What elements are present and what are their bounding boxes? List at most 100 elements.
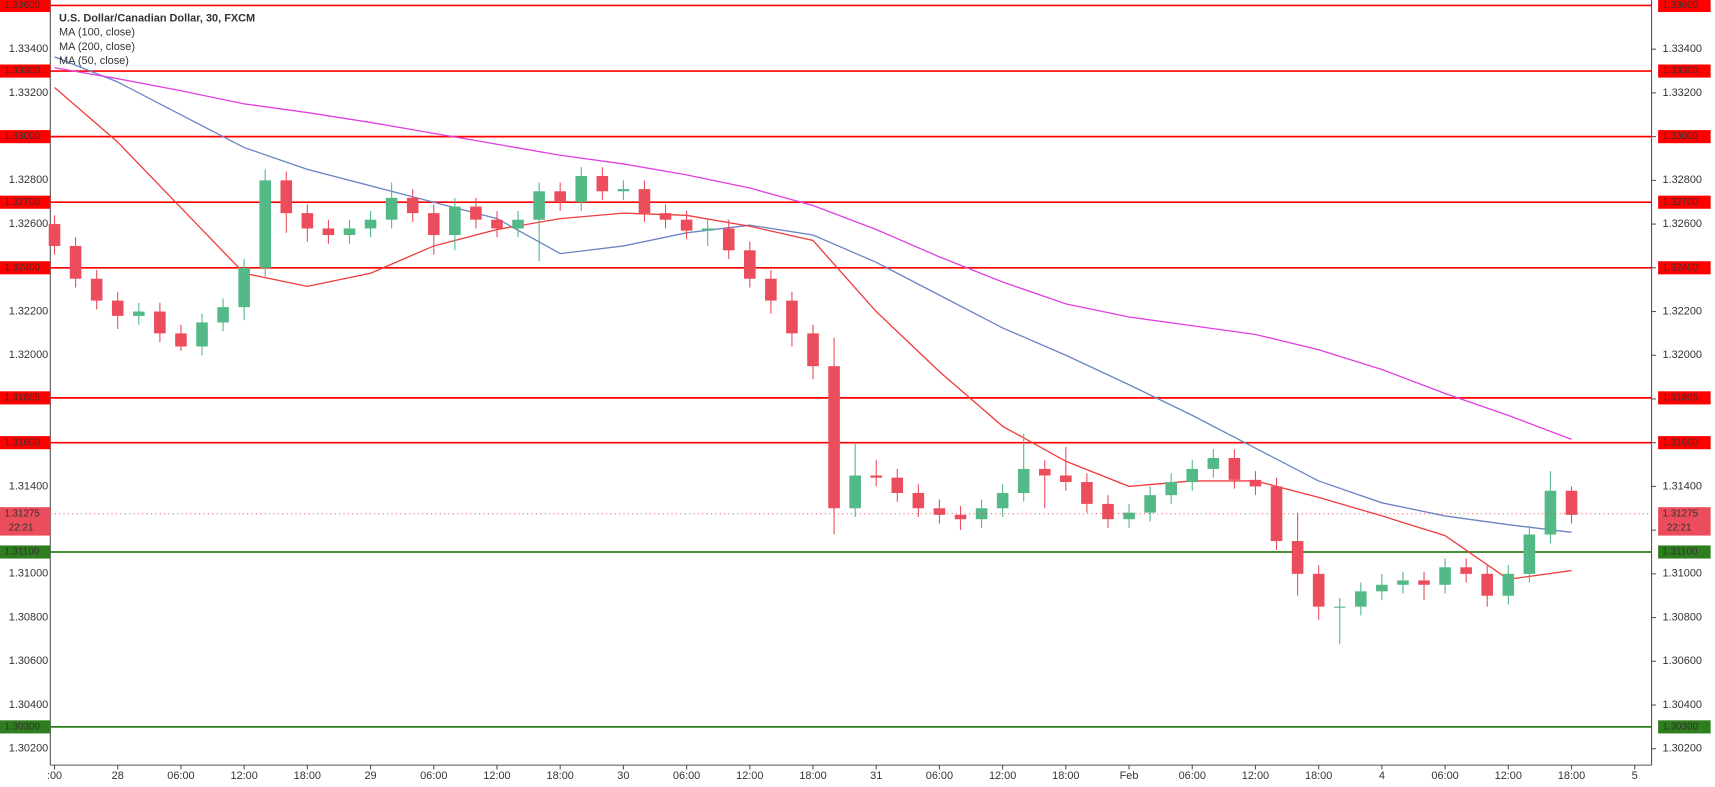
level-tag — [1658, 720, 1711, 734]
level-label: 1.31600 — [4, 437, 40, 448]
candle-body — [1312, 573, 1325, 607]
candle-body — [680, 219, 693, 231]
candle-body — [701, 228, 714, 231]
level-label: 1.31600 — [1663, 437, 1699, 448]
x-tick-label: 29 — [364, 770, 376, 782]
candle-body — [48, 224, 61, 246]
legend-entry: MA (100, close) — [59, 27, 135, 39]
x-tick-label: 28 — [112, 770, 124, 782]
candle-body — [1523, 534, 1536, 574]
y-tick-label: 1.32000 — [1663, 349, 1702, 361]
y-tick-label: 1.32600 — [1663, 218, 1702, 230]
level-label: 1.33600 — [1663, 0, 1699, 11]
candle-body — [1502, 573, 1515, 596]
candle-body — [385, 197, 398, 220]
candle-body — [175, 333, 187, 347]
x-tick-label: 18:00 — [1052, 770, 1079, 782]
x-tick-label: 12:00 — [1495, 770, 1522, 782]
candle-body — [322, 228, 335, 236]
candle-body — [1270, 486, 1283, 542]
candle-body — [259, 180, 272, 268]
candle-body — [512, 219, 524, 229]
countdown: 22:21 — [1667, 523, 1692, 534]
candle-body — [975, 508, 988, 520]
y-tick-label: 1.33400 — [9, 43, 48, 55]
candle-body — [1418, 580, 1430, 585]
candle-body — [1228, 457, 1241, 480]
candle-body — [786, 300, 798, 334]
candle-body — [1123, 512, 1135, 520]
x-tick-label: 06:00 — [167, 770, 194, 782]
moving-average-line — [54, 56, 1572, 533]
x-tick-label: 12:00 — [1242, 770, 1269, 782]
countdown: 22:21 — [9, 523, 34, 534]
level-label: 1.33600 — [4, 0, 40, 11]
y-tick-label: 1.30600 — [1663, 655, 1702, 667]
x-tick-label: 06:00 — [926, 770, 953, 782]
y-tick-label: 1.30800 — [1663, 611, 1702, 623]
level-tag — [1658, 130, 1711, 144]
x-tick-label: :00 — [47, 770, 62, 782]
candle-body — [427, 213, 440, 236]
candle-body — [617, 189, 630, 192]
x-tick-label: 12:00 — [736, 770, 763, 782]
level-label: 1.33300 — [4, 66, 40, 77]
candle-body — [90, 278, 103, 301]
candle-body — [1249, 479, 1262, 487]
y-tick-label: 1.31400 — [1663, 480, 1702, 492]
candle-body — [69, 245, 82, 279]
candle-body — [575, 175, 588, 203]
x-tick-label: 18:00 — [547, 770, 574, 782]
x-tick-label: 12:00 — [483, 770, 510, 782]
candle-body — [1544, 490, 1557, 535]
x-tick-label: 06:00 — [1431, 770, 1458, 782]
candle-body — [933, 508, 946, 515]
level-tag — [0, 64, 51, 78]
candle-body — [722, 228, 735, 251]
candle-body — [449, 206, 461, 236]
y-tick-label: 1.30400 — [9, 699, 48, 711]
candle-body — [638, 189, 651, 214]
y-tick-label: 1.30800 — [9, 611, 48, 623]
level-label: 1.30300 — [4, 721, 40, 732]
x-tick-label: 18:00 — [1558, 770, 1585, 782]
level-tag — [1658, 391, 1711, 405]
level-label: 1.33000 — [1663, 131, 1699, 142]
candle-body — [807, 333, 819, 367]
candle-body — [1291, 541, 1304, 574]
legend-entry: MA (200, close) — [59, 41, 135, 53]
x-tick-label: 12:00 — [230, 770, 257, 782]
level-tag — [0, 0, 51, 13]
level-tag — [1658, 64, 1711, 78]
candle-body — [954, 514, 967, 520]
y-tick-label: 1.32000 — [9, 349, 48, 361]
x-tick-label: 06:00 — [673, 770, 700, 782]
level-label: 1.31100 — [1663, 547, 1698, 558]
candle-body — [554, 191, 566, 203]
level-label: 1.33000 — [4, 131, 40, 142]
x-tick-label: 31 — [870, 770, 882, 782]
candle-body — [1565, 490, 1578, 515]
candle-body — [1017, 468, 1030, 493]
candle-body — [1333, 606, 1346, 608]
candle-body — [1102, 503, 1114, 520]
level-label: 1.33300 — [1663, 66, 1699, 77]
y-tick-label: 1.32800 — [9, 174, 48, 186]
level-tag — [0, 261, 51, 275]
level-label: 1.32700 — [1663, 197, 1699, 208]
level-label: 1.32400 — [4, 262, 40, 273]
x-tick-label: 4 — [1379, 770, 1385, 782]
candle-body — [533, 191, 545, 220]
level-tag — [0, 130, 51, 144]
candle-body — [217, 307, 229, 323]
level-tag — [0, 195, 51, 209]
candle-body — [1038, 468, 1051, 476]
candle-body — [1397, 580, 1409, 585]
x-tick-label: 18:00 — [799, 770, 826, 782]
candle-body — [238, 267, 250, 308]
moving-average-line — [54, 86, 1572, 581]
level-tag — [1658, 545, 1711, 559]
candle-body — [1439, 567, 1451, 585]
level-tag — [0, 545, 51, 559]
level-label: 1.30300 — [1663, 721, 1699, 732]
